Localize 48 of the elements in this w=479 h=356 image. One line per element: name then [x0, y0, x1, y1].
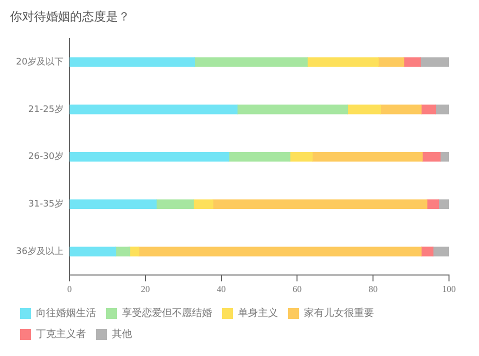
legend-label: 向往婚姻生活: [36, 307, 96, 320]
bar: [422, 152, 441, 162]
bar: [70, 104, 238, 114]
legend-label: 单身主义: [238, 307, 278, 320]
x-tick-label: 0: [67, 284, 72, 294]
bar: [138, 246, 422, 256]
bar: [420, 104, 436, 114]
bar: [70, 152, 230, 162]
legend-label: 丁克主义者: [36, 328, 86, 340]
bar: [115, 246, 130, 256]
bar: [432, 246, 449, 256]
bar: [404, 57, 421, 67]
chart-title: 你对待婚姻的态度是？: [9, 9, 130, 24]
legend-label: 享受恋爱但不愿结婚: [122, 307, 212, 320]
bar: [129, 246, 140, 256]
legend-label: 家有儿女很重要: [304, 307, 374, 320]
y-tick-label: 31-35岁: [28, 198, 64, 210]
bar: [426, 199, 440, 209]
y-tick-label: 26-30岁: [28, 151, 64, 162]
y-tick-label: 21-25岁: [28, 104, 64, 115]
y-tick-label: 20岁及以下: [16, 56, 64, 68]
bar: [420, 246, 434, 256]
bar: [228, 152, 290, 162]
bar: [307, 57, 379, 67]
bar: [440, 152, 449, 162]
x-tick-label: 60: [292, 284, 302, 294]
x-tick-label: 80: [368, 284, 378, 294]
bar: [290, 152, 313, 162]
bar: [212, 199, 428, 209]
bar: [378, 57, 404, 67]
bar: [70, 246, 116, 256]
bar: [312, 152, 423, 162]
bar: [70, 199, 157, 209]
bar: [435, 104, 449, 114]
bar: [438, 199, 449, 209]
x-tick-label: 40: [216, 284, 226, 294]
bar: [420, 57, 449, 67]
bar: [347, 104, 382, 114]
bar: [70, 57, 196, 67]
x-tick-label: 20: [140, 284, 150, 294]
legend-label: 其他: [112, 328, 132, 340]
bar: [194, 57, 308, 67]
bar: [193, 199, 214, 209]
bar: [156, 199, 194, 209]
bar: [380, 104, 422, 114]
y-tick-label: 36岁及以上: [16, 246, 64, 257]
bar: [236, 104, 348, 114]
x-tick-label: 100: [442, 284, 456, 294]
